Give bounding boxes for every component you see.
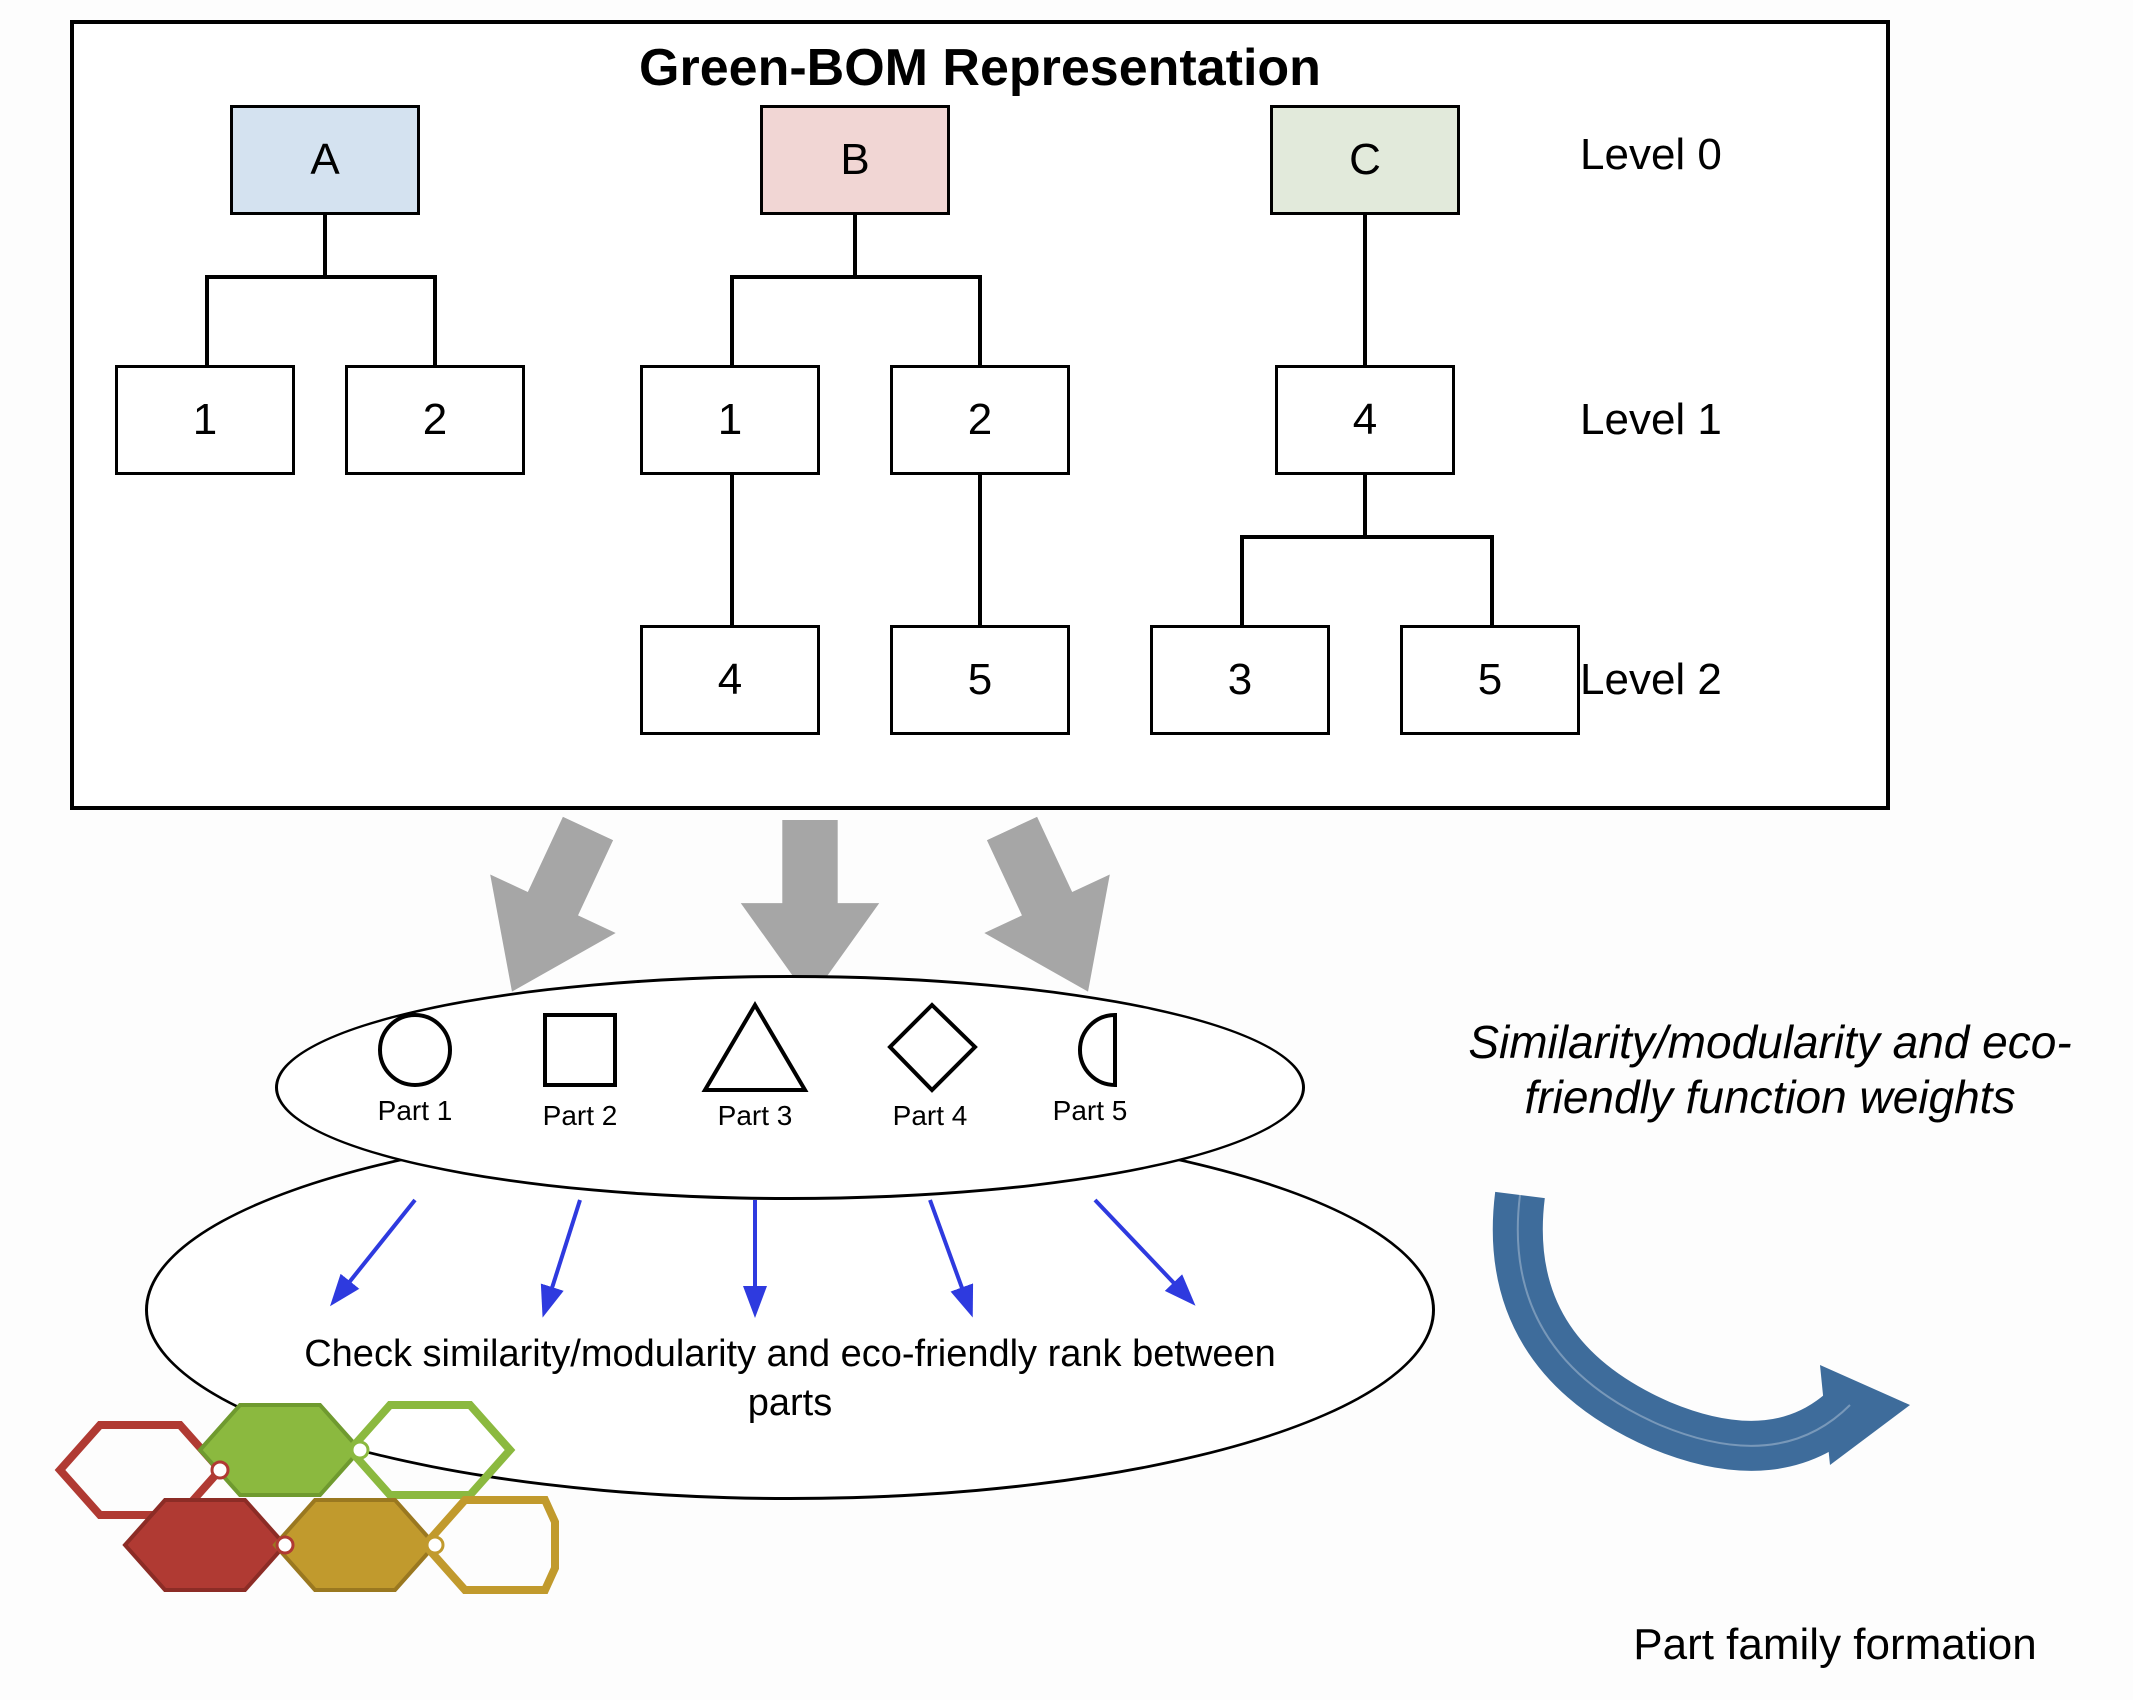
connector <box>1363 215 1367 365</box>
level-0-label: Level 0 <box>1580 130 1722 180</box>
connector <box>853 215 857 275</box>
tree-a-child-1: 1 <box>115 365 295 475</box>
connector <box>323 215 327 275</box>
connector <box>1490 535 1494 625</box>
part-2-label: Part 2 <box>525 1100 635 1132</box>
tree-b-root: B <box>760 105 950 215</box>
part-5-halfcircle-icon <box>1055 1010 1130 1090</box>
tree-a-root: A <box>230 105 420 215</box>
main-title: Green-BOM Representation <box>70 38 1890 98</box>
flow-arrow-icon <box>740 820 880 1000</box>
tree-b-grand-4: 4 <box>640 625 820 735</box>
part-1-label: Part 1 <box>360 1095 470 1127</box>
part-3-label: Part 3 <box>700 1100 810 1132</box>
connector <box>730 275 980 279</box>
part-4-diamond-icon <box>885 1000 980 1095</box>
part-2-square-icon <box>540 1010 620 1090</box>
connector <box>205 275 209 365</box>
curved-arrow-icon <box>1470 1135 1940 1475</box>
part-1-circle-icon <box>375 1010 455 1090</box>
hexagon-cluster-icon <box>0 1355 560 1635</box>
connector <box>978 475 982 625</box>
tree-c-root: C <box>1270 105 1460 215</box>
connector <box>730 475 734 625</box>
tree-b-child-1: 1 <box>640 365 820 475</box>
tree-c-child-4: 4 <box>1275 365 1455 475</box>
connector <box>1363 475 1367 535</box>
part-3-triangle-icon <box>700 1000 810 1095</box>
part-5-label: Part 5 <box>1035 1095 1145 1127</box>
level-1-label: Level 1 <box>1580 395 1722 445</box>
tree-a-child-2: 2 <box>345 365 525 475</box>
connector <box>1240 535 1492 539</box>
connector <box>730 275 734 365</box>
part-4-label: Part 4 <box>875 1100 985 1132</box>
part-family-formation-text: Part family formation <box>1560 1620 2110 1670</box>
connector <box>978 275 982 365</box>
level-2-label: Level 2 <box>1580 655 1722 705</box>
tree-c-grand-3: 3 <box>1150 625 1330 735</box>
tree-b-grand-5: 5 <box>890 625 1070 735</box>
connector <box>205 275 435 279</box>
connector <box>433 275 437 365</box>
connector <box>1240 535 1244 625</box>
weights-text: Similarity/modularity and eco-friendly f… <box>1420 1015 2120 1125</box>
tree-c-grand-5: 5 <box>1400 625 1580 735</box>
tree-b-child-2: 2 <box>890 365 1070 475</box>
